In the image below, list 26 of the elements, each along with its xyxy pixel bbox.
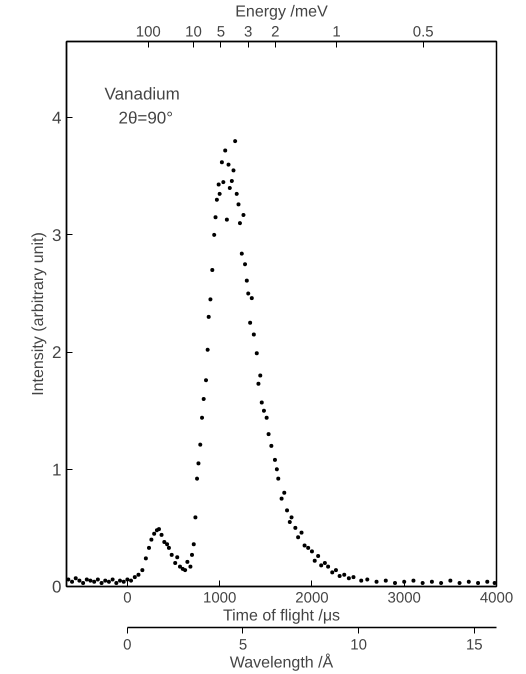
text: 100 xyxy=(136,24,161,40)
y-tick-label: 1 xyxy=(52,460,62,480)
x2-tick-label: 15 xyxy=(466,636,483,654)
annotation: Vanadium xyxy=(104,84,180,104)
y-tick-label: 4 xyxy=(52,108,62,128)
chart-title: Energy /meV xyxy=(235,4,328,20)
x-axis-title: Time of flight /μs xyxy=(222,608,340,624)
x-tick-label: 4000 xyxy=(480,590,514,606)
y-tick-label: 2 xyxy=(52,343,62,362)
text: 2 xyxy=(271,24,280,40)
x-tick-label: 1000 xyxy=(202,590,236,606)
text: 3 xyxy=(244,24,252,40)
annotation: 2θ=90° xyxy=(118,108,174,128)
text: 10 xyxy=(185,24,202,40)
y-axis-title: Intensity (arbitrary unit) xyxy=(30,232,48,396)
x2-tick-label: 0 xyxy=(123,636,132,654)
y-tick-label: 3 xyxy=(52,226,62,245)
text: 1 xyxy=(332,24,341,40)
x2-tick-label: 10 xyxy=(350,636,367,654)
x-tick-label: 3000 xyxy=(388,590,421,606)
x2-axis-title: Wavelength /Å xyxy=(230,654,334,672)
x-tick-label: 2000 xyxy=(295,590,329,606)
x2-tick-label: 5 xyxy=(238,636,248,654)
text: 0.5 xyxy=(412,24,434,40)
text: 5 xyxy=(216,24,226,40)
x-tick-label: 0 xyxy=(123,590,132,606)
